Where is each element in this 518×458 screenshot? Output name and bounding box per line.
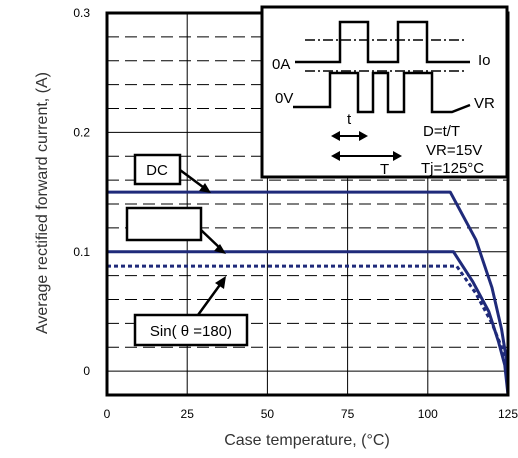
inset-0v-label: 0V — [275, 90, 293, 107]
series-line-1 — [107, 190, 510, 396]
y-tick-label: 0 — [83, 364, 90, 378]
callout-sin: Sin( θ =180) — [133, 276, 249, 347]
inset-vr-label: VR — [474, 95, 495, 112]
callout-dc-box — [133, 153, 182, 186]
x-tick-label: 100 — [418, 407, 438, 421]
callout-empty-box — [125, 206, 203, 242]
inset-period-label: T — [380, 161, 389, 178]
voltage-waveform — [293, 71, 471, 114]
x-tick-label: 50 — [261, 407, 275, 421]
callout-empty — [125, 206, 226, 254]
callout-empty-arrowhead — [214, 244, 226, 254]
y-axis-label: Average rectified forward current, (A) — [34, 72, 51, 334]
y-tick-label: 0.2 — [73, 125, 90, 139]
series-line-2 — [107, 250, 510, 396]
x-tick-labels: 0 25 50 75 100 125 — [104, 407, 518, 421]
y-tick-label: 0.1 — [73, 245, 90, 259]
callout-sin-arrowhead — [215, 276, 226, 289]
inset-vr-value: VR=15V — [426, 142, 482, 159]
inset-tj-value: Tj=125°C — [421, 160, 484, 177]
inset-frame — [260, 5, 509, 179]
inset-t-label: t — [347, 111, 352, 128]
waveform-inset: 0A Io 0V VR t T D=t/T VR=15V Tj=125°C — [260, 5, 509, 179]
t-arrowhead-left — [331, 131, 340, 141]
period-arrowhead-right — [393, 151, 402, 161]
series-line-3 — [107, 264, 510, 396]
inset-duty-label: D=t/T — [423, 123, 460, 140]
inset-io-label: Io — [478, 52, 491, 69]
y-tick-labels: 0 0.1 0.2 0.3 — [73, 6, 90, 378]
x-axis-label: Case temperature, (°C) — [224, 432, 390, 449]
x-tick-label: 75 — [341, 407, 355, 421]
callout-dc-arrowhead — [199, 183, 211, 193]
inset-0a-label: 0A — [272, 56, 290, 73]
y-tick-label: 0.3 — [73, 6, 90, 20]
series-curves — [107, 190, 510, 396]
x-tick-label: 0 — [104, 407, 111, 421]
t-arrowhead-right — [359, 131, 368, 141]
callout-sin-text: Sin( θ =180) — [150, 323, 232, 340]
callout-sin-arrow — [196, 281, 224, 316]
callout-sin-box — [133, 313, 249, 347]
x-tick-label: 125 — [498, 407, 518, 421]
callout-dc: DC — [133, 153, 211, 193]
callout-dc-text: DC — [146, 162, 168, 179]
x-tick-label: 25 — [181, 407, 195, 421]
current-waveform — [295, 20, 470, 64]
period-arrowhead-left — [331, 151, 340, 161]
